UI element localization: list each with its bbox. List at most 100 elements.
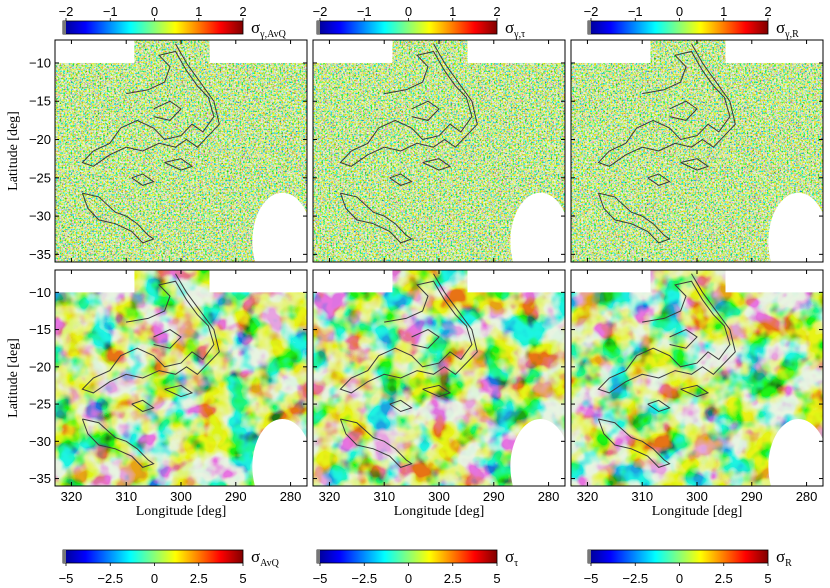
x-tick-label: 300: [170, 489, 192, 504]
contour-line: [339, 43, 478, 167]
x-tick-label: 280: [796, 489, 818, 504]
mask-top-left: [313, 40, 393, 63]
contour-line: [81, 418, 155, 468]
colorbar-gamma_r: −2 −1 0 1 2 σγ,R: [584, 4, 800, 40]
colorbar-tick-label: 0: [151, 4, 158, 19]
contour-line: [411, 100, 440, 121]
contour-line: [389, 399, 413, 413]
colorbar-gamma_avq: −2 −1 0 1 2 σγ,AvQ: [59, 4, 287, 40]
x-tick-label: 290: [225, 489, 247, 504]
contour-line: [339, 418, 413, 468]
top-colorbar-row: −2 −1 0 1 2 σγ,AvQ −2 −1 0 1 2 σγ,τ −2 −1 0 1 2 σγ,R: [59, 4, 800, 40]
colorbar-tick-label: 0: [405, 571, 412, 586]
map-panel-bottom-right: [570, 269, 824, 487]
colorbar-endcap: [588, 550, 591, 563]
contour-line: [422, 384, 452, 398]
colorbar-tick-label: 5: [493, 571, 500, 586]
colorbar-gradient: [587, 20, 769, 35]
colorbar-tick-label: −2: [584, 4, 599, 19]
colorbar-tick-label: 2: [239, 4, 246, 19]
mask-top-right: [209, 40, 307, 63]
x-tick-label: 290: [483, 489, 505, 504]
colorbar-tick-label: 5: [764, 571, 771, 586]
colorbar-tick-label: 2: [764, 4, 771, 19]
x-tick-label: 290: [741, 489, 763, 504]
colorbar-subscript: γ,AvQ: [259, 29, 286, 40]
contour-line: [81, 273, 220, 394]
colorbar-tick-label: −2.5: [351, 571, 377, 586]
contour-line: [131, 173, 155, 186]
contour-line: [597, 192, 671, 244]
x-tick-label: 320: [577, 489, 599, 504]
y-tick-label: −15: [29, 94, 51, 109]
contour-line: [680, 384, 710, 398]
x-tick-label: 310: [115, 489, 137, 504]
map-panel-bottom-middle: [312, 269, 566, 487]
colorbar-label: σγ,R: [776, 18, 799, 40]
contour-line: [81, 192, 155, 244]
colorbar-subscript: τ: [514, 558, 518, 569]
colorbar-label: σγ,AvQ: [251, 18, 287, 40]
contour-line: [647, 399, 671, 413]
colorbar-subscript: γ,τ: [513, 29, 525, 40]
x-tick-label: 320: [319, 489, 341, 504]
contour-line: [597, 43, 736, 167]
colorbar-tick-label: 2.5: [190, 571, 208, 586]
x-axis-label: Longitude [deg]: [136, 504, 227, 519]
colorbar-gradient: [316, 549, 498, 564]
colorbar-tick-label: −2.5: [97, 571, 123, 586]
colorbar-tick-label: −1: [628, 4, 643, 19]
mask-blob: [510, 418, 565, 486]
mask-top-right: [467, 270, 565, 293]
y-axis-label: Latitude [deg]: [6, 111, 21, 191]
colorbar-tick-label: −2: [313, 4, 328, 19]
mask-top-left: [313, 270, 393, 293]
colorbar-avq: −5 −2.5 0 2.5 5 σAvQ: [59, 547, 280, 586]
contour-line: [389, 173, 413, 186]
contour-line: [680, 158, 710, 171]
mask-top-left: [571, 270, 651, 293]
x-axis-label: Longitude [deg]: [652, 504, 743, 519]
contour-line: [153, 100, 182, 121]
x-tick-label: 300: [428, 489, 450, 504]
colorbar-tick-label: 2: [493, 4, 500, 19]
map-panel-bottom-left: [54, 269, 308, 487]
colorbar-gradient: [316, 20, 498, 35]
y-tick-label: −30: [29, 434, 51, 449]
x-tick-label: 320: [61, 489, 83, 504]
mask-top-left: [55, 40, 135, 63]
colorbar-r: −5 −2.5 0 2.5 5 σR: [584, 547, 793, 586]
contour-line: [81, 43, 220, 167]
contour-line: [669, 329, 698, 349]
mask-blob: [768, 418, 823, 486]
colorbar-tick-label: 2.5: [715, 571, 733, 586]
contour-line: [597, 418, 671, 468]
colorbar-tick-label: 1: [720, 4, 727, 19]
colorbar-tick-label: −5: [313, 571, 328, 586]
y-tick-label: −20: [29, 132, 51, 147]
y-axis-label: Latitude [deg]: [6, 338, 21, 418]
y-tick-label: −20: [29, 359, 51, 374]
colorbar-gamma_tau: −2 −1 0 1 2 σγ,τ: [313, 4, 526, 40]
contour-line: [164, 384, 194, 398]
colorbar-gradient: [587, 549, 769, 564]
contour-line: [669, 100, 698, 121]
map-panels: [54, 39, 824, 487]
mask-top-left: [55, 270, 135, 293]
y-tick-label: −10: [29, 55, 51, 70]
colorbar-tick-label: 0: [151, 571, 158, 586]
colorbar-label: σR: [776, 547, 792, 569]
x-tick-label: 300: [686, 489, 708, 504]
colorbar-tick-label: 0: [676, 571, 683, 586]
contour-line: [153, 329, 182, 349]
colorbar-tick-label: −5: [584, 571, 599, 586]
y-tick-label: −25: [29, 397, 51, 412]
map-panel-top-middle: [312, 39, 566, 263]
y-tick-label: −15: [29, 322, 51, 337]
colorbar-label: σγ,τ: [505, 18, 525, 40]
mask-top-left: [571, 40, 651, 63]
map-panel-top-right: [570, 39, 824, 263]
mask-top-right: [209, 270, 307, 293]
